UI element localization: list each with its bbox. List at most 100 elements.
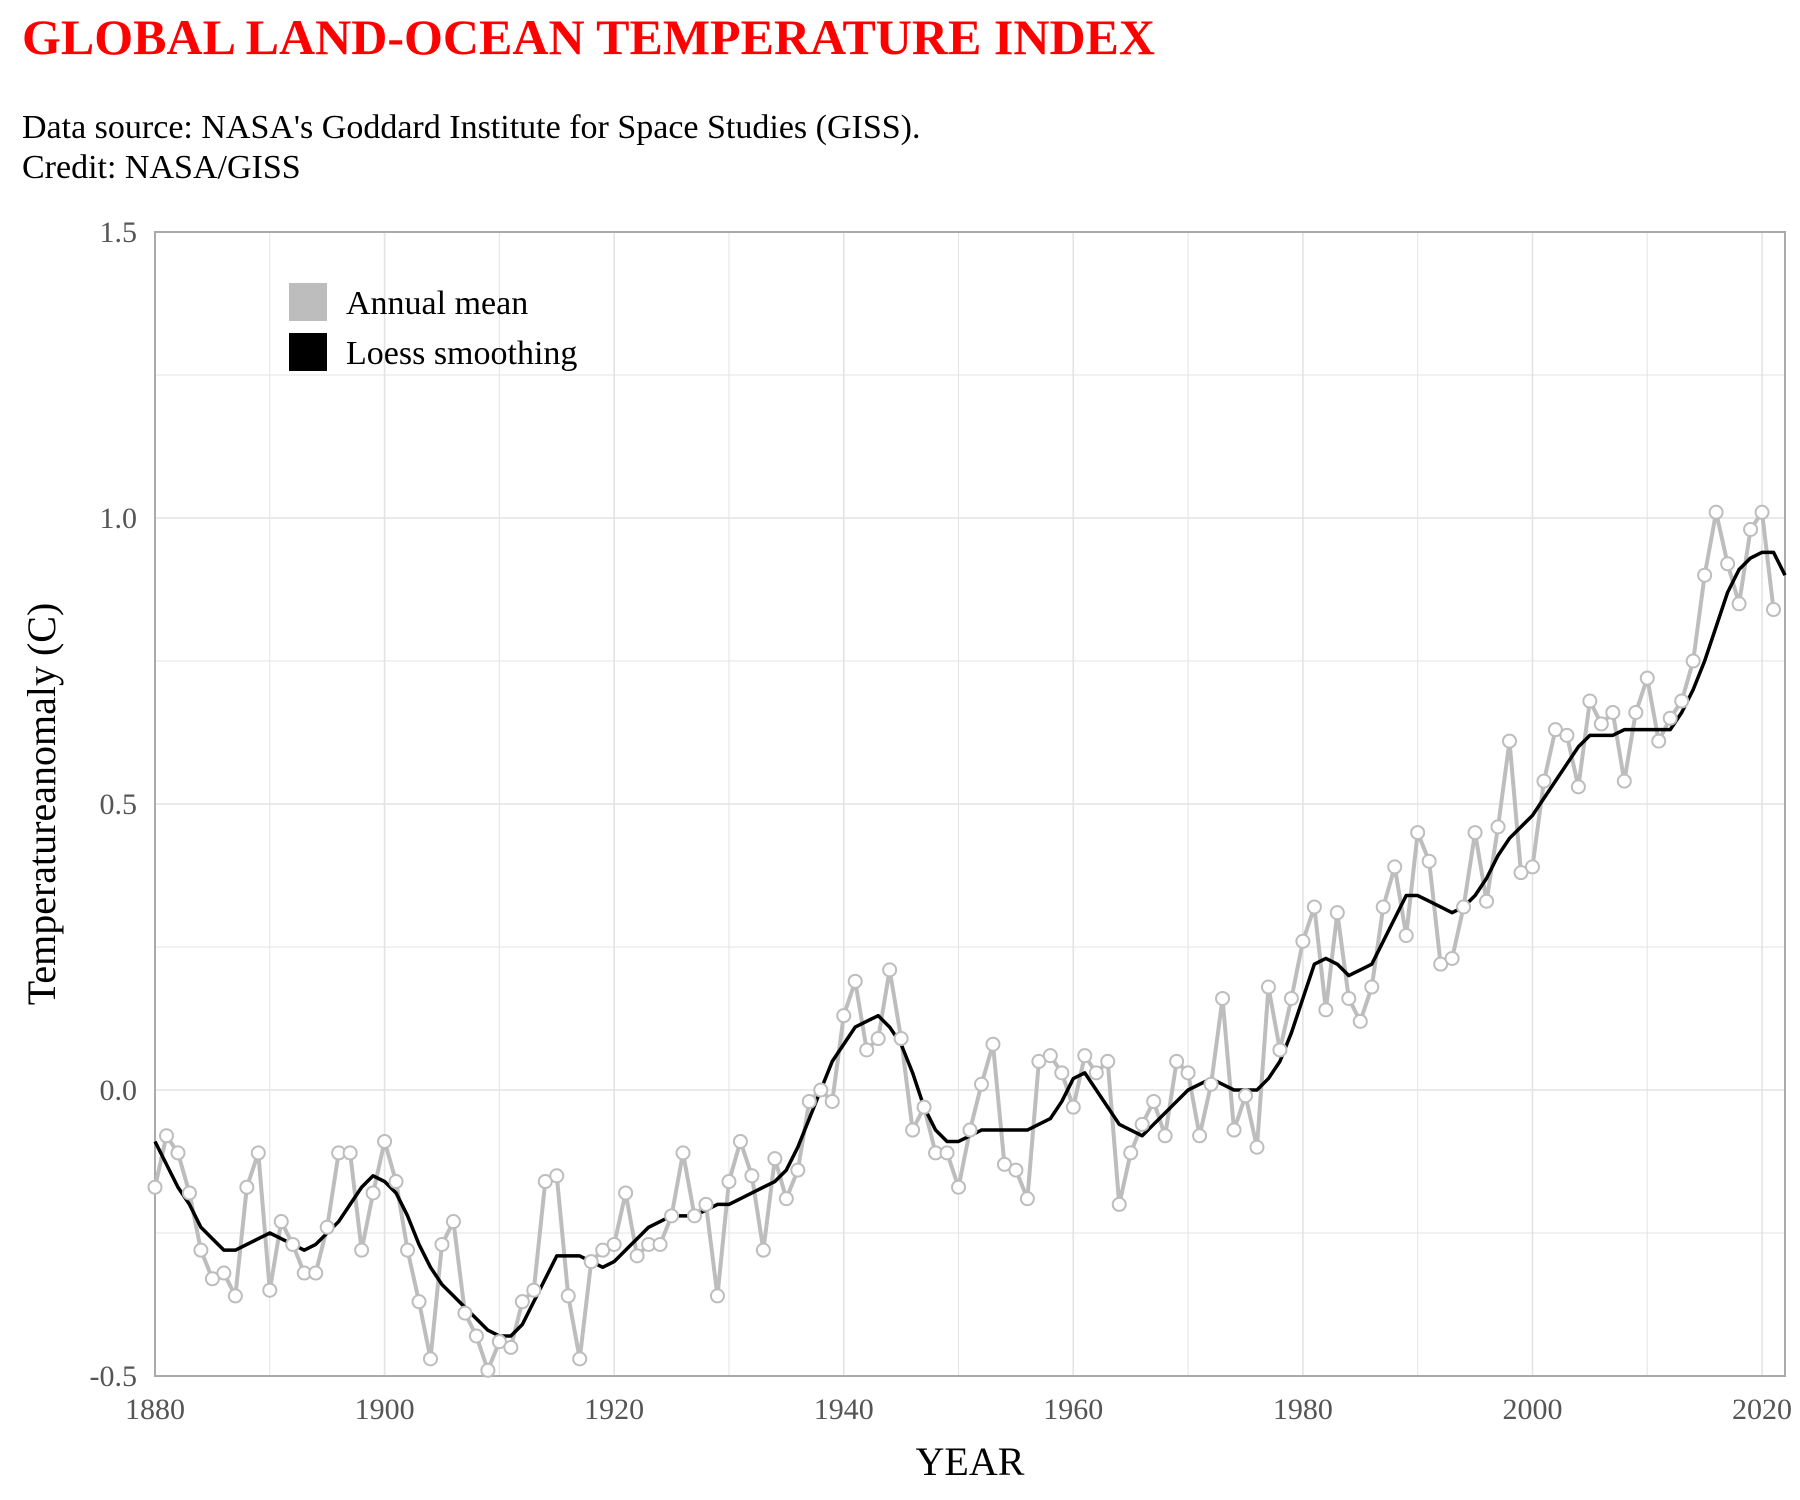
annual-mean-point [1203, 1076, 1219, 1092]
annual-mean-point [1410, 825, 1426, 841]
annual-mean-point [916, 1099, 932, 1115]
annual-mean-point [882, 962, 898, 978]
annual-mean-point [388, 1174, 404, 1190]
annual-mean-point [951, 1179, 967, 1195]
annual-mean-point [1731, 596, 1747, 612]
annual-mean-point [709, 1288, 725, 1304]
annual-mean-point [1077, 1048, 1093, 1064]
annual-mean-point [755, 1242, 771, 1258]
annual-mean-point [893, 1031, 909, 1047]
annual-mean-point [1754, 504, 1770, 520]
annual-mean-point [1283, 990, 1299, 1006]
annual-mean-point [1547, 722, 1563, 738]
annual-mean-point [1387, 859, 1403, 875]
annual-mean-point [1685, 653, 1701, 669]
annual-mean-point [1042, 1048, 1058, 1064]
annual-mean-point [847, 973, 863, 989]
annual-mean-point [1593, 716, 1609, 732]
annual-mean-point [859, 1042, 875, 1058]
x-tick-label: 2020 [1732, 1393, 1792, 1426]
annual-mean-point [1708, 504, 1724, 520]
annual-mean-point [480, 1362, 496, 1378]
annual-mean-point [354, 1242, 370, 1258]
annual-mean-point [732, 1133, 748, 1149]
annual-mean-point [468, 1328, 484, 1344]
annual-mean-point [698, 1196, 714, 1212]
annual-mean-point [560, 1288, 576, 1304]
annual-mean-point [778, 1191, 794, 1207]
annual-mean-point [1398, 928, 1414, 944]
annual-mean-point [1456, 899, 1472, 915]
annual-mean-point [1513, 865, 1529, 881]
series-layer [147, 504, 1787, 1378]
annual-mean-point [1111, 1196, 1127, 1212]
annual-mean-point [1192, 1128, 1208, 1144]
annual-mean-point [434, 1236, 450, 1252]
annual-mean-point [973, 1076, 989, 1092]
annual-mean-point [1582, 693, 1598, 709]
annual-mean-point [170, 1145, 186, 1161]
y-tick-label: -0.5 [90, 1360, 138, 1393]
annual-mean-point [365, 1185, 381, 1201]
annual-mean-point [996, 1156, 1012, 1172]
annual-mean-point [204, 1271, 220, 1287]
annual-mean-point [491, 1334, 507, 1350]
annual-mean-point [285, 1236, 301, 1252]
annual-mean-point [836, 1008, 852, 1024]
annual-mean-point [411, 1294, 427, 1310]
annual-mean-point [939, 1145, 955, 1161]
credit-line: Credit: NASA/GISS [22, 149, 301, 186]
annual-mean-line [153, 510, 1776, 1373]
annual-mean-point [905, 1122, 921, 1138]
annual-mean-point [1570, 779, 1586, 795]
annual-mean-point [1295, 933, 1311, 949]
annual-mean-point [1766, 602, 1782, 618]
plot-frame [154, 231, 1786, 1377]
annual-mean-point [687, 1208, 703, 1224]
chart-title: GLOBAL LAND-OCEAN TEMPERATURE INDEX [22, 9, 1156, 65]
annual-mean-point [514, 1294, 530, 1310]
annual-mean-point [1237, 1088, 1253, 1104]
annual-mean-point [1639, 670, 1655, 686]
legend-label-loess-smoothing: Loess smoothing [346, 335, 577, 372]
annual-mean-point [1697, 567, 1713, 583]
annual-mean-point [1444, 950, 1460, 966]
annual-mean-point [1329, 905, 1345, 921]
annual-mean-point [193, 1242, 209, 1258]
annual-mean-point [1536, 773, 1552, 789]
x-tick-label: 1920 [584, 1393, 644, 1426]
annual-mean-point [1479, 893, 1495, 909]
annual-mean-point [985, 1036, 1001, 1052]
loess-smoothing-line [153, 550, 1787, 1338]
legend-label-annual-mean: Annual mean [346, 285, 528, 322]
x-tick-label: 1960 [1043, 1393, 1103, 1426]
annual-mean-point [675, 1145, 691, 1161]
annual-mean-point [181, 1185, 197, 1201]
annual-mean-point [377, 1133, 393, 1149]
y-tick-label: 1.5 [100, 216, 138, 249]
annual-mean-point [595, 1242, 611, 1258]
annual-mean-point [1272, 1042, 1288, 1058]
annual-mean-point [158, 1128, 174, 1144]
annual-mean-point [503, 1339, 519, 1355]
annual-mean-point [1260, 979, 1276, 995]
x-axis-title: YEAR [916, 1439, 1025, 1484]
annual-mean-point [1031, 1053, 1047, 1069]
legend: Annual mean Loess smoothing [289, 283, 577, 372]
annual-mean-point [1157, 1128, 1173, 1144]
annual-mean-point [767, 1151, 783, 1167]
annual-mean-point [1720, 556, 1736, 572]
annual-mean-point [239, 1179, 255, 1195]
annual-mean-point [400, 1242, 416, 1258]
annual-mean-point [1433, 956, 1449, 972]
annual-mean-point [319, 1219, 335, 1235]
annual-mean-point [1628, 704, 1644, 720]
annual-mean-point [445, 1214, 461, 1230]
annual-mean-point [537, 1174, 553, 1190]
annual-mean-point [1616, 773, 1632, 789]
annual-mean-point [342, 1145, 358, 1161]
annual-mean-point [1352, 1013, 1368, 1029]
annual-mean-point [250, 1145, 266, 1161]
annual-mean-point [1467, 825, 1483, 841]
annual-mean-point [1088, 1065, 1104, 1081]
